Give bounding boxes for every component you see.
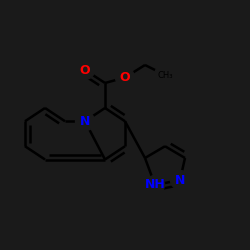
Text: CH₃: CH₃ [157,70,173,80]
Circle shape [154,64,176,86]
Text: N: N [175,174,185,186]
Circle shape [76,112,94,131]
Circle shape [146,176,165,195]
Text: O: O [80,64,90,76]
Circle shape [76,60,94,80]
Text: O: O [120,71,130,84]
Circle shape [116,68,134,87]
Text: NH: NH [144,178,166,192]
Text: N: N [80,115,90,128]
Circle shape [170,170,190,190]
